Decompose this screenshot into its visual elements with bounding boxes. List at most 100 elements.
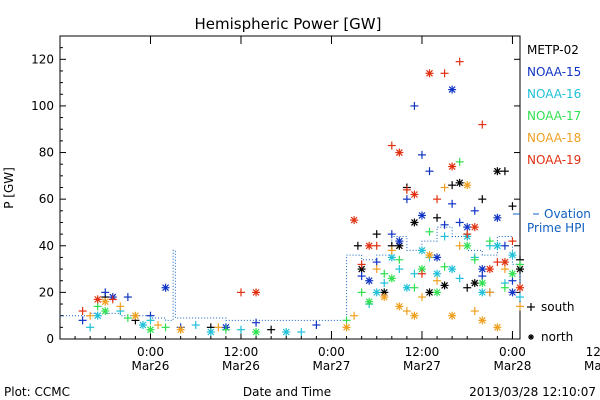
south-marker xyxy=(463,230,472,239)
south-marker xyxy=(387,141,396,150)
star-d2 xyxy=(448,163,456,170)
star-d2 xyxy=(94,312,102,320)
north-marker xyxy=(425,288,434,297)
star-d2 xyxy=(478,288,486,296)
north-marker xyxy=(387,274,396,283)
star-d2 xyxy=(380,293,388,301)
north-marker xyxy=(463,241,472,250)
y-tick-label: 40 xyxy=(39,239,54,253)
north-marker xyxy=(410,311,419,320)
south-marker xyxy=(357,260,366,269)
star-d2 xyxy=(471,279,479,287)
south-marker xyxy=(402,185,411,194)
south-marker xyxy=(500,241,509,250)
star-d2 xyxy=(139,321,147,329)
south-marker xyxy=(353,241,362,250)
south-marker xyxy=(448,199,457,208)
south-marker xyxy=(123,293,132,302)
south-marker xyxy=(410,283,419,292)
north-marker xyxy=(516,283,524,292)
star-d2 xyxy=(388,253,396,261)
south-marker xyxy=(154,321,163,330)
star-d2 xyxy=(365,242,373,250)
star-d2 xyxy=(433,288,441,296)
south-marker xyxy=(508,276,517,285)
footer-plot-credit: Plot: CCMC xyxy=(4,385,70,399)
north-marker xyxy=(372,288,381,297)
south-marker xyxy=(108,295,117,304)
south-marker xyxy=(485,288,494,297)
y-axis-label: P [GW] xyxy=(2,167,16,209)
south-marker xyxy=(516,260,524,269)
x-tick-time: 0:00 xyxy=(499,345,526,359)
north-marker xyxy=(463,181,472,190)
north-marker xyxy=(433,253,442,262)
north-marker xyxy=(463,223,472,232)
star-d2 xyxy=(509,270,516,278)
south-marker xyxy=(440,183,449,192)
star-d2 xyxy=(395,149,403,156)
south-marker xyxy=(236,325,245,334)
north-marker xyxy=(252,328,261,337)
north-legend-label: north xyxy=(541,330,573,344)
legend-entry: METP-02 xyxy=(527,43,579,57)
north-marker xyxy=(380,293,389,302)
north-legend-marker xyxy=(528,334,534,340)
north-marker xyxy=(282,328,291,337)
star-d2 xyxy=(509,251,516,259)
legend: METP-02 NOAA-15 NOAA-16 NOAA-17 NOAA-18 NOAA-… xyxy=(513,43,591,344)
south-marker xyxy=(123,314,132,323)
north-marker xyxy=(131,311,140,320)
ovation-step xyxy=(60,226,521,321)
star-d2 xyxy=(516,265,524,273)
south-marker xyxy=(417,293,426,302)
south-marker xyxy=(395,255,404,264)
star-d2 xyxy=(478,279,486,287)
legend-entry: NOAA-18 xyxy=(527,131,581,145)
star-d2 xyxy=(448,312,456,320)
star-d2 xyxy=(395,302,403,310)
star-d2 xyxy=(403,284,411,292)
north-marker xyxy=(493,213,502,222)
south-marker xyxy=(297,328,306,337)
star-d2 xyxy=(501,258,509,266)
ovation-legend-label-2: Prime HPI xyxy=(527,221,585,235)
star-d2 xyxy=(411,312,418,320)
star-d2 xyxy=(463,181,471,189)
south-marker xyxy=(470,206,479,215)
star-d2 xyxy=(441,281,449,289)
x-tick-time: 0:00 xyxy=(137,345,164,359)
south-marker xyxy=(380,279,389,288)
star-d2 xyxy=(207,328,215,336)
north-marker xyxy=(206,328,215,337)
star-d2 xyxy=(418,265,426,273)
south-marker xyxy=(146,316,155,325)
y-tick-label: 0 xyxy=(46,332,54,346)
north-marker xyxy=(470,223,479,232)
star-d2 xyxy=(388,274,396,282)
north-marker xyxy=(508,269,517,278)
star-d2 xyxy=(528,334,534,340)
south-marker xyxy=(387,246,396,255)
x-tick-time: 12:00 xyxy=(586,345,600,359)
star-d2 xyxy=(448,86,456,94)
star-d2 xyxy=(147,326,154,334)
north-marker xyxy=(448,162,457,171)
north-marker xyxy=(425,251,434,260)
x-tick-date: Mar28 xyxy=(584,359,600,373)
y-tick-label: 80 xyxy=(39,146,54,160)
y-tick-labels: 0 20 40 60 80 100 120 xyxy=(31,52,54,346)
south-marker xyxy=(455,218,464,227)
y-tick-label: 100 xyxy=(31,99,54,113)
star-d2 xyxy=(433,270,441,278)
star-d2 xyxy=(101,298,109,306)
south-marker xyxy=(455,274,464,283)
star-d2 xyxy=(252,328,260,336)
north-marker xyxy=(500,258,509,267)
south-marker xyxy=(470,307,479,316)
north-marker xyxy=(455,178,464,187)
star-d2 xyxy=(493,214,501,222)
south-marker xyxy=(433,195,442,204)
